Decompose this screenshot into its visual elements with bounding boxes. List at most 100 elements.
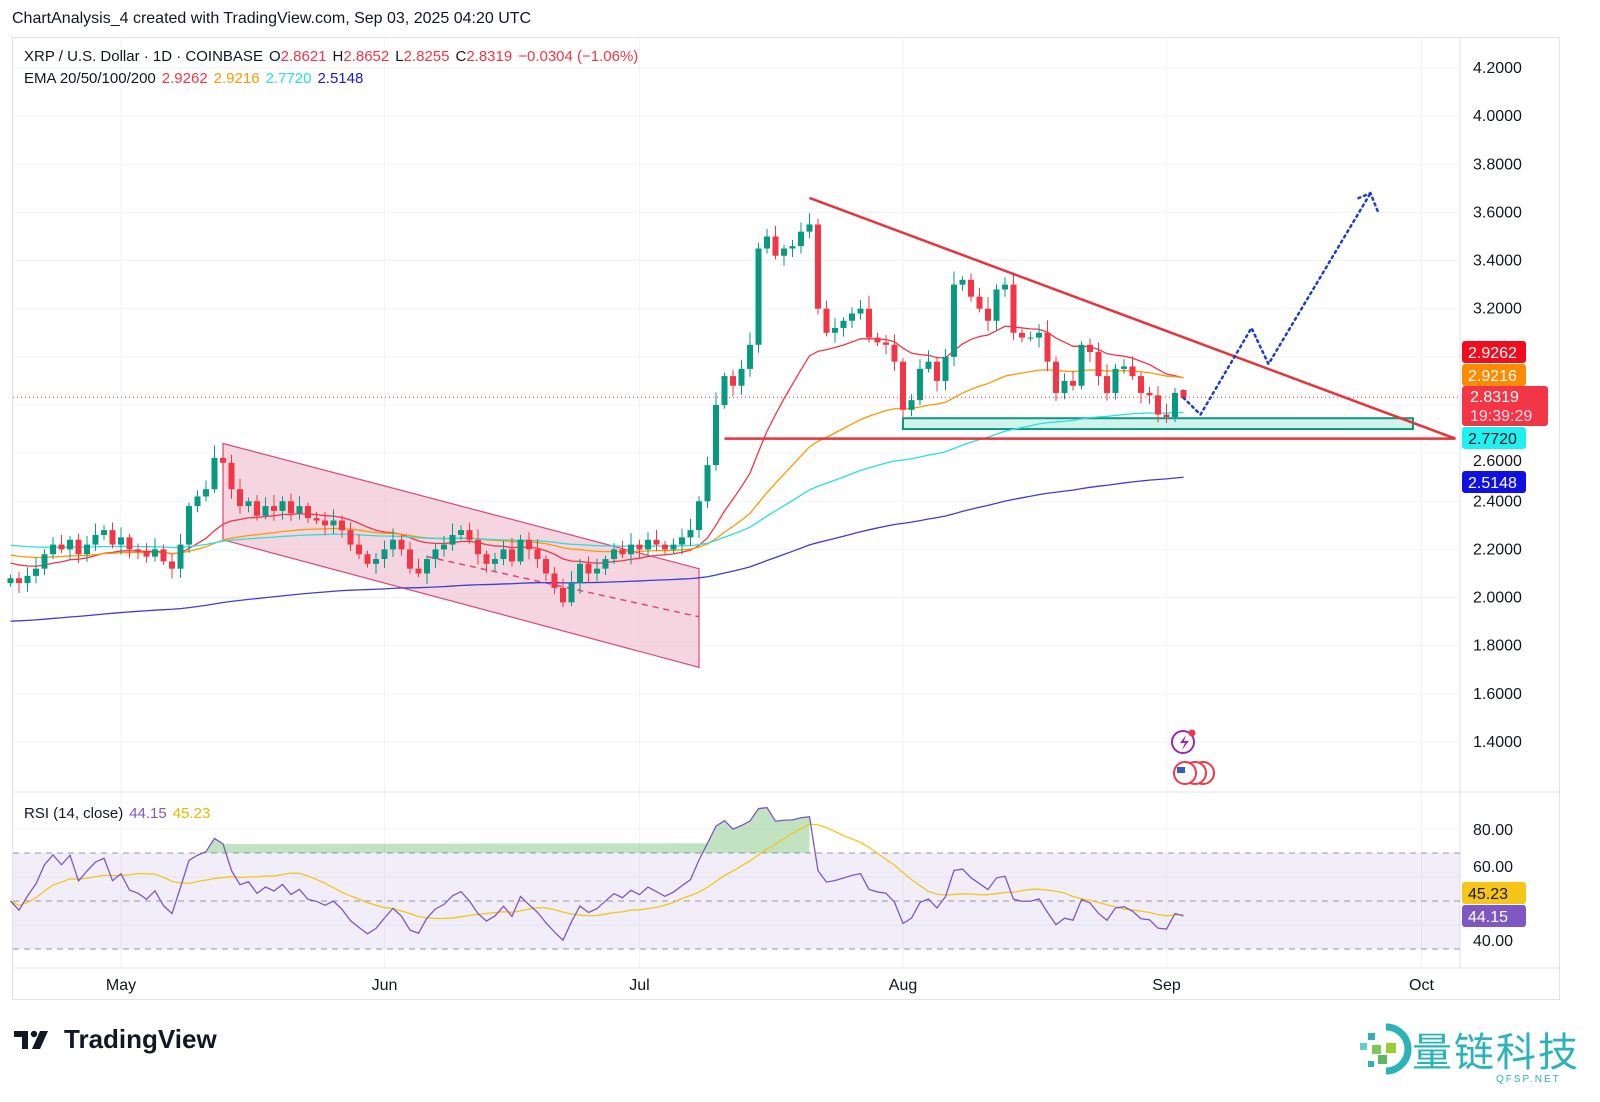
candle-body — [1129, 366, 1136, 377]
price-axis-label: 3.4000 — [1473, 253, 1522, 270]
price-axis-label: 4.0000 — [1473, 108, 1522, 125]
candle-body — [560, 587, 566, 603]
candle-body — [483, 554, 490, 564]
candle-body — [330, 520, 337, 526]
candle-body — [908, 400, 915, 410]
candle-body — [526, 539, 532, 550]
candle-body — [1138, 376, 1144, 393]
price-badge-bg — [1462, 471, 1526, 493]
symbol-legend: XRP / U.S. Dollar · 1D · COINBASE O2.8621… — [24, 48, 644, 65]
tradingview-logo-icon — [14, 1030, 48, 1049]
candle-body — [900, 361, 906, 410]
candle-body — [220, 457, 226, 463]
candle-body — [339, 520, 345, 531]
candle-body — [679, 537, 685, 545]
candle-body — [194, 496, 201, 507]
candle-body — [390, 539, 396, 550]
candle-body — [1053, 361, 1059, 393]
symbol-label[interactable]: XRP / U.S. Dollar · 1D · COINBASE — [24, 48, 263, 65]
price-axis-label: 3.8000 — [1473, 156, 1522, 173]
candle-body — [313, 518, 320, 521]
candle-body — [322, 520, 328, 526]
candle-body — [203, 489, 209, 497]
time-axis-label: Sep — [1152, 977, 1181, 994]
candle-body — [1180, 390, 1187, 398]
ema50-line — [10, 369, 1184, 559]
price-badge: 2.9216 — [1468, 368, 1517, 385]
candle-body — [1070, 380, 1076, 386]
candles — [7, 213, 1187, 608]
lightning-glyph-icon — [1180, 735, 1189, 750]
candle-body — [126, 537, 133, 550]
candle-body — [789, 246, 796, 249]
candle-body — [577, 563, 583, 584]
candle-body — [33, 568, 39, 576]
candle-body — [772, 236, 779, 256]
open-label: O — [268, 48, 281, 65]
time-axis-label: May — [106, 977, 136, 994]
price-axis-label: 2.4000 — [1473, 493, 1522, 510]
candle-body — [534, 549, 541, 560]
candle-body — [730, 376, 736, 386]
candle-body — [713, 404, 719, 466]
projection-arrowhead — [1357, 191, 1380, 215]
candle-body — [1078, 344, 1085, 386]
candle-body — [1019, 332, 1025, 338]
high-label: H — [332, 48, 344, 65]
candle-body — [24, 575, 31, 584]
candle-body — [1095, 352, 1102, 377]
candle-body — [177, 544, 184, 569]
watermark: 量链科技 QFSP.NET — [1356, 1020, 1580, 1085]
watermark-text: 量链科技 — [1412, 1030, 1580, 1076]
candle-body — [75, 539, 82, 555]
candle-body — [951, 284, 957, 357]
candle-body — [628, 544, 634, 555]
candle-body — [1044, 332, 1051, 362]
candle-body — [441, 544, 447, 550]
ema200-line — [10, 476, 1184, 622]
price-badge-bg — [1462, 341, 1526, 363]
candle-body — [721, 376, 728, 405]
candle-body — [262, 506, 269, 516]
candle-body — [798, 231, 804, 247]
event-icons — [1171, 729, 1215, 785]
candle-body — [364, 554, 371, 564]
ema-legend[interactable]: EMA 20/50/100/200 2.9262 2.9216 2.7720 2.514… — [24, 70, 369, 87]
candle-body — [143, 551, 150, 557]
rsi-line — [10, 806, 1184, 942]
candle-body — [815, 224, 821, 309]
candle-body — [373, 559, 379, 564]
candle-body — [1146, 392, 1153, 396]
candle-body — [1002, 284, 1008, 290]
candle-body — [254, 501, 260, 516]
candle-body — [781, 248, 787, 256]
ema-label: EMA 20/50/100/200 — [24, 70, 156, 87]
watermark-logo-icon — [1360, 1023, 1412, 1075]
candle-body — [1112, 368, 1119, 393]
candle-body — [432, 549, 439, 560]
candle-body — [356, 544, 362, 555]
candle-body — [305, 506, 311, 519]
rsi-legend[interactable]: RSI (14, close) 44.15 45.23 — [24, 805, 216, 822]
candle-body — [1155, 395, 1161, 415]
candle-body — [585, 563, 592, 574]
candle-body — [92, 534, 99, 545]
candle-body — [942, 356, 949, 381]
candle-body — [925, 361, 932, 369]
candle-body — [7, 578, 14, 584]
candle-body — [1172, 392, 1178, 418]
candle-body — [1121, 366, 1127, 369]
price-badge-bg — [1462, 364, 1526, 386]
candle-body — [653, 539, 660, 545]
price-axis-label: 3.6000 — [1473, 204, 1522, 221]
candle-body — [670, 544, 677, 550]
candle-body — [84, 544, 90, 555]
candle-body — [747, 344, 753, 369]
candle-body — [1010, 284, 1017, 333]
candle-body — [398, 539, 405, 550]
candle-body — [509, 549, 515, 562]
candle-body — [245, 501, 252, 507]
tradingview-logo[interactable]: TradingView — [14, 1024, 217, 1055]
candle-body — [543, 559, 549, 574]
